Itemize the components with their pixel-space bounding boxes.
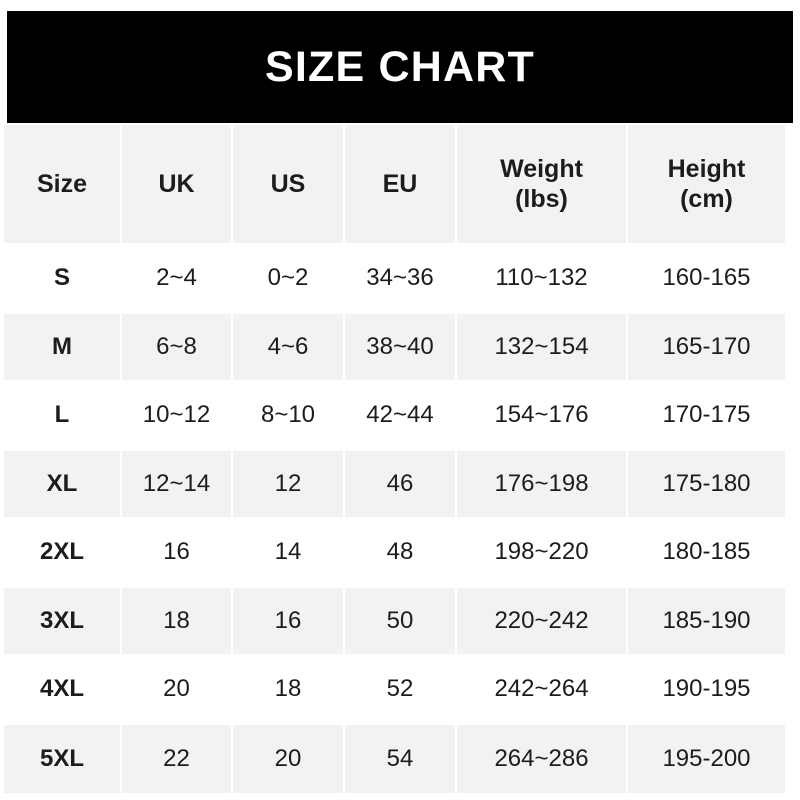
cell-eu: 52 — [345, 656, 457, 725]
cell-size: M — [4, 313, 122, 382]
column-header-weight: Weight (lbs) — [457, 125, 628, 245]
table-row: M 6~8 4~6 38~40 132~154 165-170 — [4, 313, 785, 382]
column-header-height: Height (cm) — [628, 125, 785, 245]
cell-us: 12 — [233, 450, 345, 519]
cell-uk: 12~14 — [122, 450, 233, 519]
column-header-eu: EU — [345, 125, 457, 245]
cell-size: XL — [4, 450, 122, 519]
cell-weight: 154~176 — [457, 382, 628, 451]
cell-us: 8~10 — [233, 382, 345, 451]
cell-eu: 46 — [345, 450, 457, 519]
column-header-height-line1: Height — [667, 154, 746, 183]
cell-us: 16 — [233, 587, 345, 656]
page-title: SIZE CHART — [265, 42, 535, 91]
cell-height: 185-190 — [628, 587, 785, 656]
column-header-size: Size — [4, 125, 122, 245]
column-header-size-line1: Size — [36, 169, 88, 198]
cell-uk: 18 — [122, 587, 233, 656]
table-row: 4XL 20 18 52 242~264 190-195 — [4, 656, 785, 725]
column-header-eu-line1: EU — [382, 169, 418, 198]
table-row: L 10~12 8~10 42~44 154~176 170-175 — [4, 382, 785, 451]
cell-uk: 2~4 — [122, 245, 233, 314]
cell-size: S — [4, 245, 122, 314]
cell-height: 165-170 — [628, 313, 785, 382]
table-row: XL 12~14 12 46 176~198 175-180 — [4, 450, 785, 519]
cell-height: 180-185 — [628, 519, 785, 588]
cell-size: L — [4, 382, 122, 451]
cell-uk: 16 — [122, 519, 233, 588]
column-header-weight-line2: (lbs) — [515, 185, 568, 213]
cell-height: 175-180 — [628, 450, 785, 519]
cell-height: 190-195 — [628, 656, 785, 725]
cell-eu: 38~40 — [345, 313, 457, 382]
cell-eu: 50 — [345, 587, 457, 656]
cell-us: 20 — [233, 724, 345, 793]
cell-us: 4~6 — [233, 313, 345, 382]
cell-eu: 54 — [345, 724, 457, 793]
size-chart-table: Size UK US EU Weight (lbs) Height (cm) — [4, 125, 785, 793]
cell-height: 170-175 — [628, 382, 785, 451]
table-header-row: Size UK US EU Weight (lbs) Height (cm) — [4, 125, 785, 245]
cell-weight: 198~220 — [457, 519, 628, 588]
column-header-us-line1: US — [270, 169, 306, 198]
cell-size: 5XL — [4, 724, 122, 793]
table-header: Size UK US EU Weight (lbs) Height (cm) — [4, 125, 785, 245]
column-header-weight-line1: Weight — [500, 154, 583, 183]
cell-uk: 10~12 — [122, 382, 233, 451]
column-header-height-line2: (cm) — [680, 185, 733, 213]
table-body: S 2~4 0~2 34~36 110~132 160-165 M 6~8 4~… — [4, 245, 785, 793]
cell-us: 0~2 — [233, 245, 345, 314]
cell-size: 2XL — [4, 519, 122, 588]
cell-weight: 264~286 — [457, 724, 628, 793]
cell-us: 18 — [233, 656, 345, 725]
cell-us: 14 — [233, 519, 345, 588]
cell-size: 3XL — [4, 587, 122, 656]
cell-weight: 176~198 — [457, 450, 628, 519]
cell-uk: 6~8 — [122, 313, 233, 382]
table-row: 2XL 16 14 48 198~220 180-185 — [4, 519, 785, 588]
cell-weight: 110~132 — [457, 245, 628, 314]
cell-uk: 20 — [122, 656, 233, 725]
column-header-us: US — [233, 125, 345, 245]
cell-eu: 42~44 — [345, 382, 457, 451]
cell-eu: 48 — [345, 519, 457, 588]
cell-height: 160-165 — [628, 245, 785, 314]
cell-weight: 220~242 — [457, 587, 628, 656]
cell-eu: 34~36 — [345, 245, 457, 314]
table-row: 5XL 22 20 54 264~286 195-200 — [4, 724, 785, 793]
title-banner: SIZE CHART — [7, 11, 793, 123]
cell-height: 195-200 — [628, 724, 785, 793]
table-row: 3XL 18 16 50 220~242 185-190 — [4, 587, 785, 656]
column-header-uk-line1: UK — [158, 169, 195, 198]
cell-weight: 242~264 — [457, 656, 628, 725]
table-row: S 2~4 0~2 34~36 110~132 160-165 — [4, 245, 785, 314]
cell-uk: 22 — [122, 724, 233, 793]
cell-weight: 132~154 — [457, 313, 628, 382]
cell-size: 4XL — [4, 656, 122, 725]
column-header-uk: UK — [122, 125, 233, 245]
